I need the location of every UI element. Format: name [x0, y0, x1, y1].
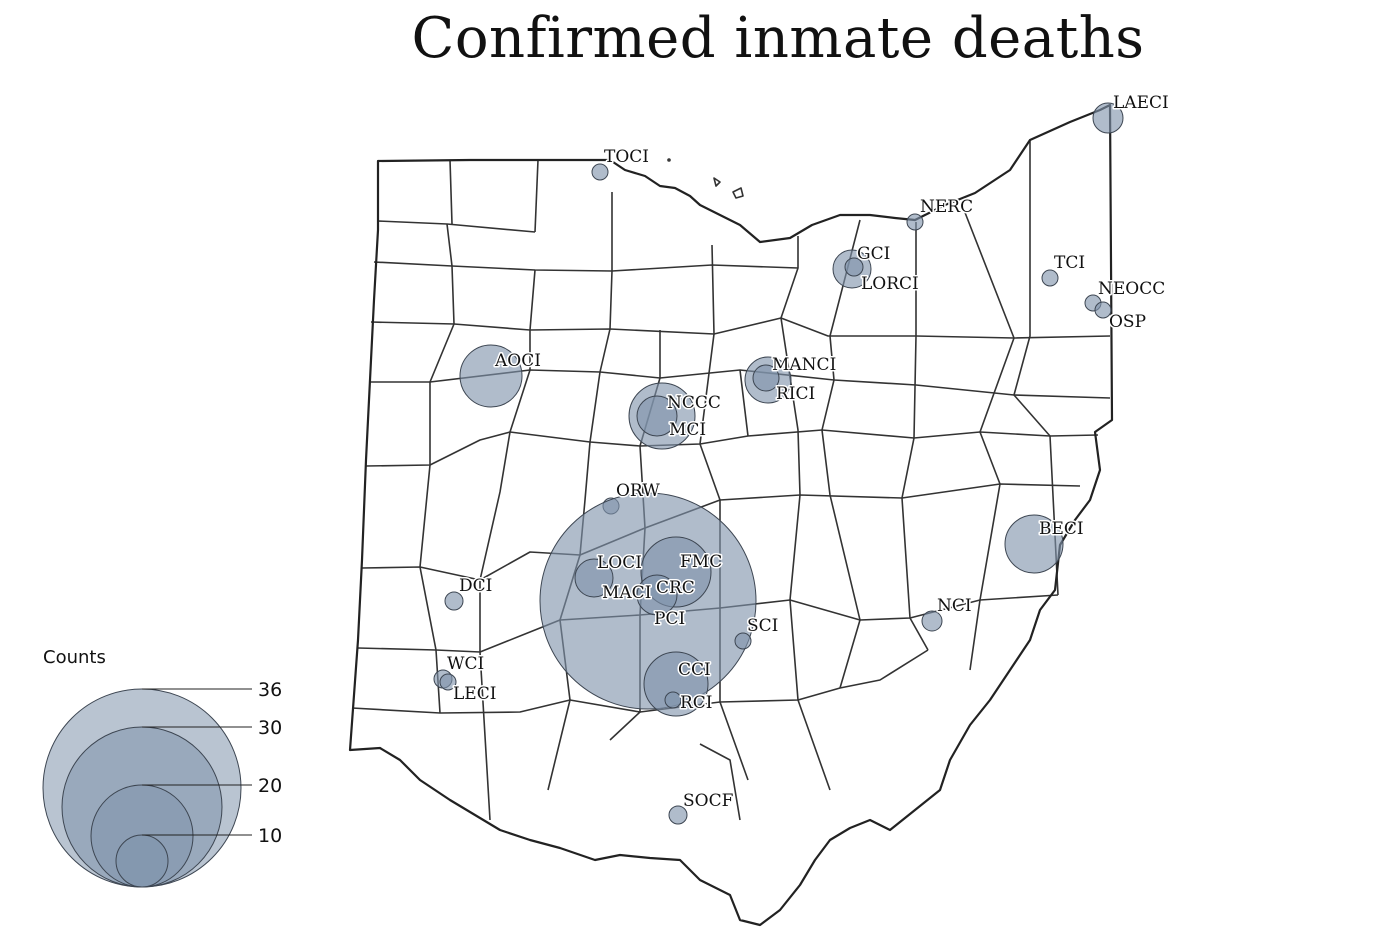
prison-bubble: [1092, 102, 1124, 134]
legend-bubble-10: [115, 834, 169, 888]
prison-label: AOCI: [494, 351, 541, 371]
prison-label: NERC: [920, 197, 973, 217]
legend-label: 10: [258, 825, 282, 847]
prison-label: RCI: [680, 693, 713, 713]
prison-label: SOCF: [683, 791, 734, 811]
prison-label: MANCI: [772, 355, 836, 375]
prison-labels: LAECI TOCI NERC GCI LORCI TCI NEOCC OSP …: [446, 92, 1171, 813]
ohio-outline: [348, 103, 1114, 927]
prison-label: ORW: [616, 481, 660, 501]
prison-label: NEOCC: [1098, 279, 1165, 299]
prison-label: DCI: [459, 576, 492, 596]
prison-bubble: [844, 257, 864, 277]
prison-label: LAECI: [1113, 93, 1169, 113]
prison-label: CRC: [656, 578, 695, 598]
legend-title: Counts: [43, 647, 106, 668]
prison-bubble: [921, 610, 943, 632]
prison-label: MACI: [602, 583, 651, 603]
prison-bubble: [591, 163, 609, 181]
prison-bubble: [668, 805, 688, 825]
prison-label: MCI: [669, 420, 706, 440]
prison-bubble: [643, 651, 709, 717]
prison-bubble: [906, 213, 924, 231]
prison-label: SCI: [747, 616, 778, 636]
prison-bubble: [1004, 514, 1064, 574]
prison-bubble: [734, 632, 752, 650]
legend-label: 36: [258, 679, 282, 701]
prison-label: TCI: [1054, 253, 1085, 273]
page-title: Confirmed inmate deaths: [411, 6, 1145, 71]
legend-label: 30: [258, 717, 282, 739]
legend-label: 20: [258, 775, 282, 797]
legend: Counts 36 30 20 10: [42, 647, 282, 888]
prison-bubble: [1041, 269, 1059, 287]
prison-bubble: [636, 574, 678, 616]
prison-bubble: [574, 558, 614, 598]
lake-islands: [667, 158, 744, 199]
prison-bubble: [752, 364, 780, 392]
prison-label: TOCI: [604, 147, 649, 167]
prison-label: PCI: [654, 609, 685, 629]
prison-label: CCI: [678, 660, 711, 680]
prison-label: LECI: [453, 684, 496, 704]
prison-label: NCCC: [667, 393, 721, 413]
prison-label: WCI: [447, 654, 484, 674]
prison-bubble: [439, 673, 457, 691]
prison-label: RICI: [776, 384, 815, 404]
prison-label: NCI: [937, 596, 972, 616]
prison-bubble: [636, 395, 678, 437]
prison-label: LORCI: [861, 274, 919, 294]
prison-label: OSP: [1109, 312, 1146, 332]
prison-label: LOCI: [597, 553, 642, 573]
prison-label: GCI: [857, 244, 890, 264]
prison-label: BECI: [1039, 519, 1084, 539]
prison-bubble: [444, 591, 464, 611]
prison-bubbles: [433, 102, 1124, 825]
prison-bubble: [459, 344, 523, 408]
county-boundaries: [351, 140, 1111, 821]
prison-bubble: [1094, 301, 1112, 319]
prison-bubble: [664, 691, 682, 709]
prison-label: FMC: [680, 552, 722, 572]
